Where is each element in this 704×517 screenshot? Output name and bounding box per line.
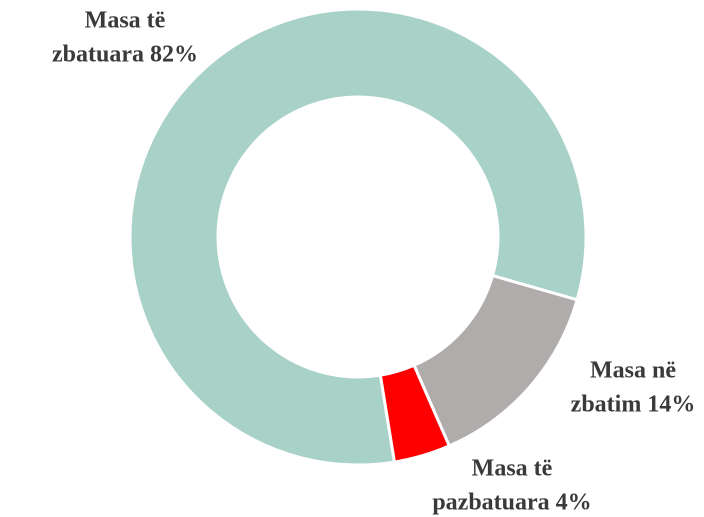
segment-label: zbatim 14%	[571, 392, 696, 418]
segment-label: zbatuara 82%	[52, 42, 198, 68]
segment-label: Masa të	[85, 8, 166, 34]
donut-segment	[378, 363, 452, 464]
donut-segment	[128, 7, 588, 467]
segment-label: pazbatuara 4%	[432, 490, 591, 516]
segment-label: Masa të	[472, 456, 553, 482]
segment-label: Masa në	[590, 358, 676, 384]
